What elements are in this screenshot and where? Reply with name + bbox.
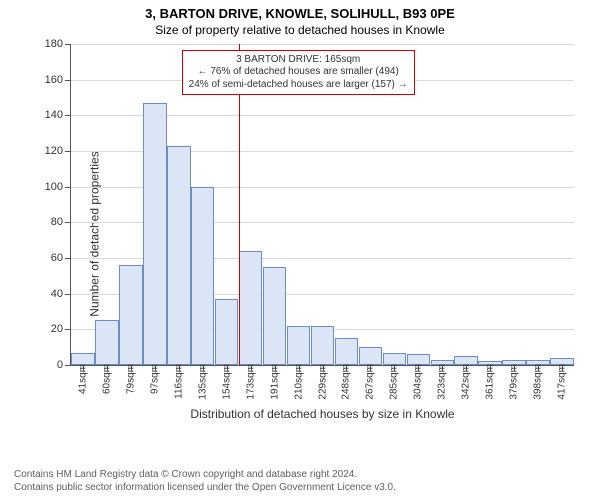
y-tick <box>65 222 71 223</box>
annotation-line: 24% of semi-detached houses are larger (… <box>189 79 408 92</box>
page-title: 3, BARTON DRIVE, KNOWLE, SOLIHULL, B93 0… <box>0 0 600 21</box>
footer-line: Contains HM Land Registry data © Crown c… <box>14 468 586 481</box>
x-tick-label: 210sqm <box>293 364 304 400</box>
y-tick <box>65 294 71 295</box>
x-tick-label: 323sqm <box>437 364 448 400</box>
chart: Number of detached properties Distributi… <box>42 44 582 424</box>
y-tick <box>65 329 71 330</box>
gridline <box>71 44 574 45</box>
y-tick <box>65 80 71 81</box>
histogram-bar <box>311 326 334 365</box>
x-tick-label: 191sqm <box>269 364 280 400</box>
footer-line: Contains public sector information licen… <box>14 481 586 494</box>
x-tick-label: 361sqm <box>485 364 496 400</box>
x-tick-label: 41sqm <box>77 364 88 394</box>
y-tick-label: 180 <box>45 38 63 50</box>
y-tick <box>65 44 71 45</box>
x-tick-label: 229sqm <box>317 364 328 400</box>
x-tick-label: 248sqm <box>341 364 352 400</box>
y-tick <box>65 187 71 188</box>
x-tick-label: 154sqm <box>221 364 232 400</box>
histogram-bar <box>167 146 190 365</box>
x-tick-label: 417sqm <box>557 364 568 400</box>
y-tick-label: 120 <box>45 145 63 157</box>
x-tick-label: 304sqm <box>413 364 424 400</box>
x-tick-label: 173sqm <box>245 364 256 400</box>
histogram-bar <box>191 187 214 365</box>
plot-area: Distribution of detached houses by size … <box>70 44 574 366</box>
x-tick-label: 79sqm <box>125 364 136 394</box>
page-subtitle: Size of property relative to detached ho… <box>0 21 600 37</box>
y-tick-label: 140 <box>45 109 63 121</box>
x-tick-label: 379sqm <box>509 364 520 400</box>
histogram-bar <box>263 267 286 365</box>
footer-attribution: Contains HM Land Registry data © Crown c… <box>14 468 586 494</box>
y-tick-label: 20 <box>51 323 63 335</box>
x-tick-label: 60sqm <box>101 364 112 394</box>
y-tick <box>65 258 71 259</box>
histogram-bar <box>143 103 166 365</box>
x-tick-label: 97sqm <box>149 364 160 394</box>
annotation-line: ← 76% of detached houses are smaller (49… <box>189 66 408 79</box>
y-tick <box>65 151 71 152</box>
y-tick-label: 40 <box>51 288 63 300</box>
x-tick-label: 135sqm <box>197 364 208 400</box>
histogram-bar <box>215 299 238 365</box>
x-axis-label: Distribution of detached houses by size … <box>71 407 574 421</box>
y-tick-label: 100 <box>45 181 63 193</box>
x-tick-label: 267sqm <box>365 364 376 400</box>
y-tick <box>65 115 71 116</box>
histogram-bar <box>359 347 382 365</box>
y-tick-label: 60 <box>51 252 63 264</box>
histogram-bar <box>95 320 118 365</box>
y-tick-label: 80 <box>51 216 63 228</box>
y-tick <box>65 365 71 366</box>
annotation-box: 3 BARTON DRIVE: 165sqm ← 76% of detached… <box>182 50 415 96</box>
histogram-bar <box>119 265 142 365</box>
histogram-bar <box>335 338 358 365</box>
y-tick-label: 160 <box>45 74 63 86</box>
x-tick-label: 398sqm <box>533 364 544 400</box>
x-tick-label: 285sqm <box>389 364 400 400</box>
histogram-bar <box>239 251 262 365</box>
x-tick-label: 116sqm <box>173 364 184 399</box>
x-tick-label: 342sqm <box>461 364 472 400</box>
histogram-bar <box>287 326 310 365</box>
annotation-line: 3 BARTON DRIVE: 165sqm <box>189 54 408 67</box>
y-tick-label: 0 <box>57 359 63 371</box>
